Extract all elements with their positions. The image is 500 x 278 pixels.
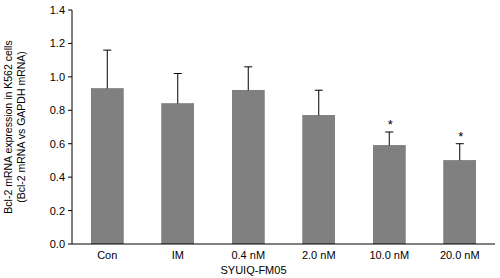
y-axis-label: Bcl-2 mRNA expression in K562 cells bbox=[2, 40, 14, 213]
error-bar bbox=[456, 144, 464, 161]
error-cap bbox=[174, 73, 182, 74]
error-stem bbox=[459, 144, 460, 161]
bars bbox=[91, 50, 476, 244]
error-stem bbox=[177, 74, 178, 104]
y-tick-label: 0.4 bbox=[50, 171, 65, 183]
y-axis bbox=[72, 10, 73, 244]
error-stem bbox=[389, 132, 390, 145]
error-bar bbox=[385, 132, 393, 145]
error-stem bbox=[318, 90, 319, 115]
y-tick bbox=[68, 10, 72, 11]
y-axis-label: (Bcl-2 mRNA vs GAPDH mRNA) bbox=[15, 51, 27, 203]
x-axis bbox=[72, 244, 495, 245]
y-tick bbox=[68, 244, 72, 245]
x-tick-label: Con bbox=[97, 249, 117, 261]
y-tick bbox=[68, 76, 72, 77]
y-tick-label: 0.0 bbox=[50, 238, 65, 250]
y-tick-label: 1.2 bbox=[50, 37, 65, 49]
x-tick-label: 2.0 nM bbox=[302, 249, 336, 261]
x-tick-label: 0.4 nM bbox=[231, 249, 265, 261]
x-tick-label: IM bbox=[172, 249, 184, 261]
error-bar bbox=[315, 90, 323, 115]
error-bar bbox=[244, 67, 252, 90]
x-tick-label: 20.0 nM bbox=[440, 249, 480, 261]
chart: 0.0 0.2 0.4 0.6 0.8 1.0 1.2 1.4 * * Con IM 0.4 nM 2.0… bbox=[0, 0, 500, 278]
significance-label: * bbox=[458, 129, 463, 144]
y-tick-label: 0.8 bbox=[50, 104, 65, 116]
bar bbox=[162, 104, 194, 244]
x-axis-label: SYUIQ-FM05 bbox=[220, 264, 286, 276]
significance-label: * bbox=[388, 117, 393, 132]
error-stem bbox=[107, 50, 108, 88]
y-tick bbox=[68, 210, 72, 211]
bar bbox=[91, 89, 123, 244]
y-tick bbox=[68, 177, 72, 178]
error-cap bbox=[244, 66, 252, 67]
bar bbox=[444, 160, 476, 244]
x-tick-label: 10.0 nM bbox=[369, 249, 409, 261]
y-tick-label: 0.2 bbox=[50, 205, 65, 217]
bar bbox=[373, 145, 405, 244]
error-cap bbox=[315, 90, 323, 91]
y-tick bbox=[68, 143, 72, 144]
y-tick bbox=[68, 43, 72, 44]
bar bbox=[303, 115, 335, 244]
error-bar bbox=[103, 50, 111, 88]
y-tick-label: 0.6 bbox=[50, 138, 65, 150]
bar bbox=[232, 90, 264, 244]
y-tick bbox=[68, 110, 72, 111]
y-tick-label: 1.4 bbox=[50, 4, 65, 16]
error-cap bbox=[103, 50, 111, 51]
error-bar bbox=[174, 74, 182, 104]
error-stem bbox=[248, 67, 249, 90]
y-tick-label: 1.0 bbox=[50, 71, 65, 83]
